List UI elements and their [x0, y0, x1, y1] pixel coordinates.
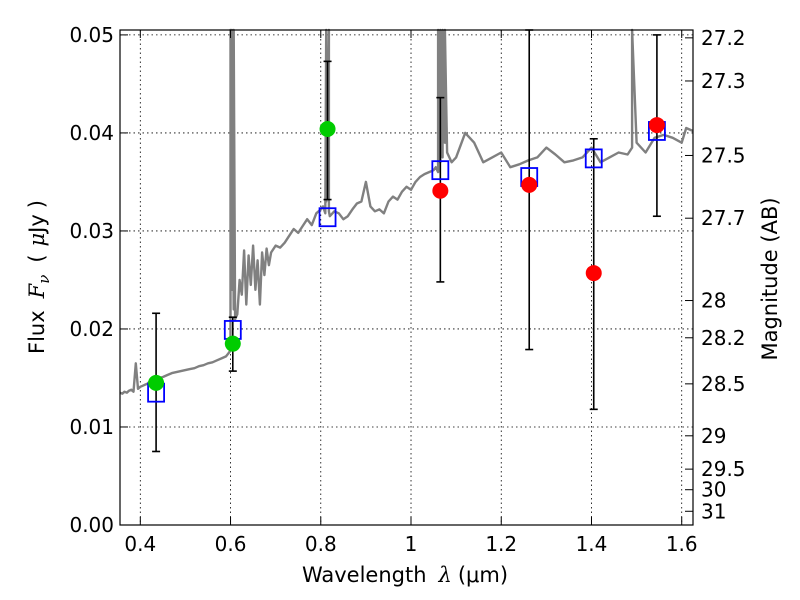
x-tick-label: 1	[405, 532, 418, 556]
y2-tick-label: 27.2	[701, 26, 746, 50]
observed-point-marker	[432, 182, 449, 199]
observed-point-marker	[319, 121, 336, 137]
y-axis-title: FluxFν(μJy)	[25, 200, 53, 354]
y-tick-label: 0.05	[69, 23, 114, 47]
y-tick-label: 0.04	[69, 121, 114, 145]
y-tick-label: 0.03	[69, 219, 114, 243]
x-tick-label: 1.2	[485, 532, 517, 556]
x-tick-label: 0.6	[215, 532, 247, 556]
observed-point-marker	[648, 117, 665, 134]
y2-tick-label: 28	[701, 289, 726, 313]
observed-point-marker	[585, 265, 602, 282]
x-tick-label: 0.8	[305, 532, 337, 556]
observed-point-marker	[148, 374, 165, 391]
y2-tick-label: 28.5	[701, 372, 746, 396]
x-tick-label: 0.4	[124, 532, 156, 556]
observed-point-marker	[521, 176, 538, 193]
y2-tick-label: 27.3	[701, 69, 746, 93]
grid	[120, 30, 693, 526]
y2-axis-title: Magnitude (AB)	[758, 197, 782, 360]
observed-points	[148, 117, 665, 391]
x-axis-title: Wavelength λ (μm)	[302, 563, 508, 587]
y2-tick-label: 28.2	[701, 326, 746, 350]
y-tick-label: 0.00	[69, 513, 114, 537]
y2-tick-label: 31	[701, 499, 726, 523]
observed-point-marker	[224, 335, 241, 352]
y2-tick-label: 27.7	[701, 206, 746, 230]
model-square-marker	[584, 148, 603, 169]
axis-ticks: 0.4 0.6 0.8 1 1.2 1.4 1.6 0.00 0.01 0.02 0.03 0.04 0…	[69, 23, 745, 556]
model-square-marker	[318, 207, 337, 228]
y2-tick-label: 29.5	[701, 457, 746, 481]
x-tick-label: 1.4	[576, 532, 608, 556]
y2-tick-label: 30	[701, 478, 726, 502]
model-squares	[147, 121, 666, 403]
y2-tick-label: 29	[701, 424, 726, 448]
x-tick-label: 1.6	[666, 532, 698, 556]
y-tick-label: 0.01	[69, 415, 114, 439]
y2-tick-label: 27.5	[701, 143, 746, 167]
model-square-marker	[431, 160, 450, 181]
plot-frame	[119, 29, 694, 526]
y-tick-label: 0.02	[69, 317, 114, 341]
